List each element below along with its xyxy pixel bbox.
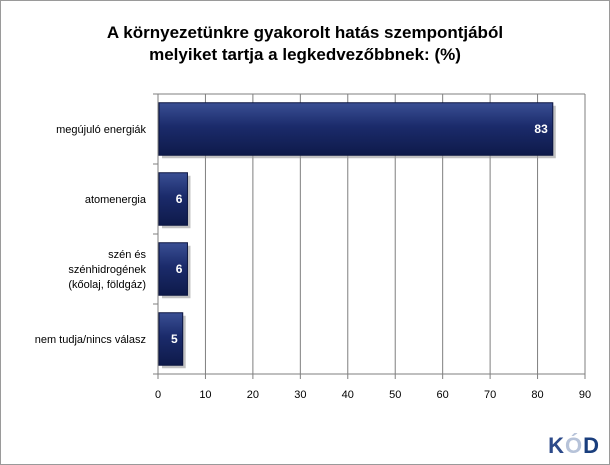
category-label-1-0: atomenergia — [85, 194, 147, 206]
tick-label-50: 50 — [389, 389, 401, 401]
tick-label-10: 10 — [199, 389, 211, 401]
data-label-2: 6 — [176, 262, 183, 276]
tick-label-70: 70 — [484, 389, 496, 401]
tick-label-80: 80 — [531, 389, 543, 401]
tick-label-0: 0 — [155, 389, 161, 401]
tick-label-40: 40 — [342, 389, 354, 401]
category-label-2-0: szén és — [108, 249, 146, 261]
data-label-0: 83 — [534, 122, 548, 136]
data-label-3: 5 — [171, 332, 178, 346]
tick-label-20: 20 — [247, 389, 259, 401]
data-label-1: 6 — [176, 192, 183, 206]
bar-1 — [158, 172, 188, 226]
labels: 0 10 20 30 40 50 60 70 80 90 83 megújuló energiák 6 a… — [35, 122, 591, 401]
bar-3 — [158, 312, 184, 366]
category-label-2-2: (kőolaj, földgáz) — [68, 279, 146, 291]
tick-label-30: 30 — [294, 389, 306, 401]
bar-2 — [158, 242, 188, 296]
axes — [153, 93, 586, 379]
bar-0 — [158, 102, 554, 156]
category-label-0-0: megújuló energiák — [56, 124, 146, 136]
tick-label-90: 90 — [579, 389, 591, 401]
category-label-2-1: szénhidrogének — [68, 264, 146, 276]
chart-title: A környezetünkre gyakorolt hatás szempon… — [0, 22, 610, 66]
kod-logo: KÓD — [548, 433, 600, 458]
category-label-3-0: nem tudja/nincs válasz — [35, 334, 146, 346]
chart-title-line-2: melyiket tartja a legkedvezőbbnek: (%) — [149, 45, 461, 64]
bars — [158, 102, 556, 369]
chart-title-line-1: A környezetünkre gyakorolt hatás szempon… — [106, 23, 504, 42]
tick-label-60: 60 — [437, 389, 449, 401]
